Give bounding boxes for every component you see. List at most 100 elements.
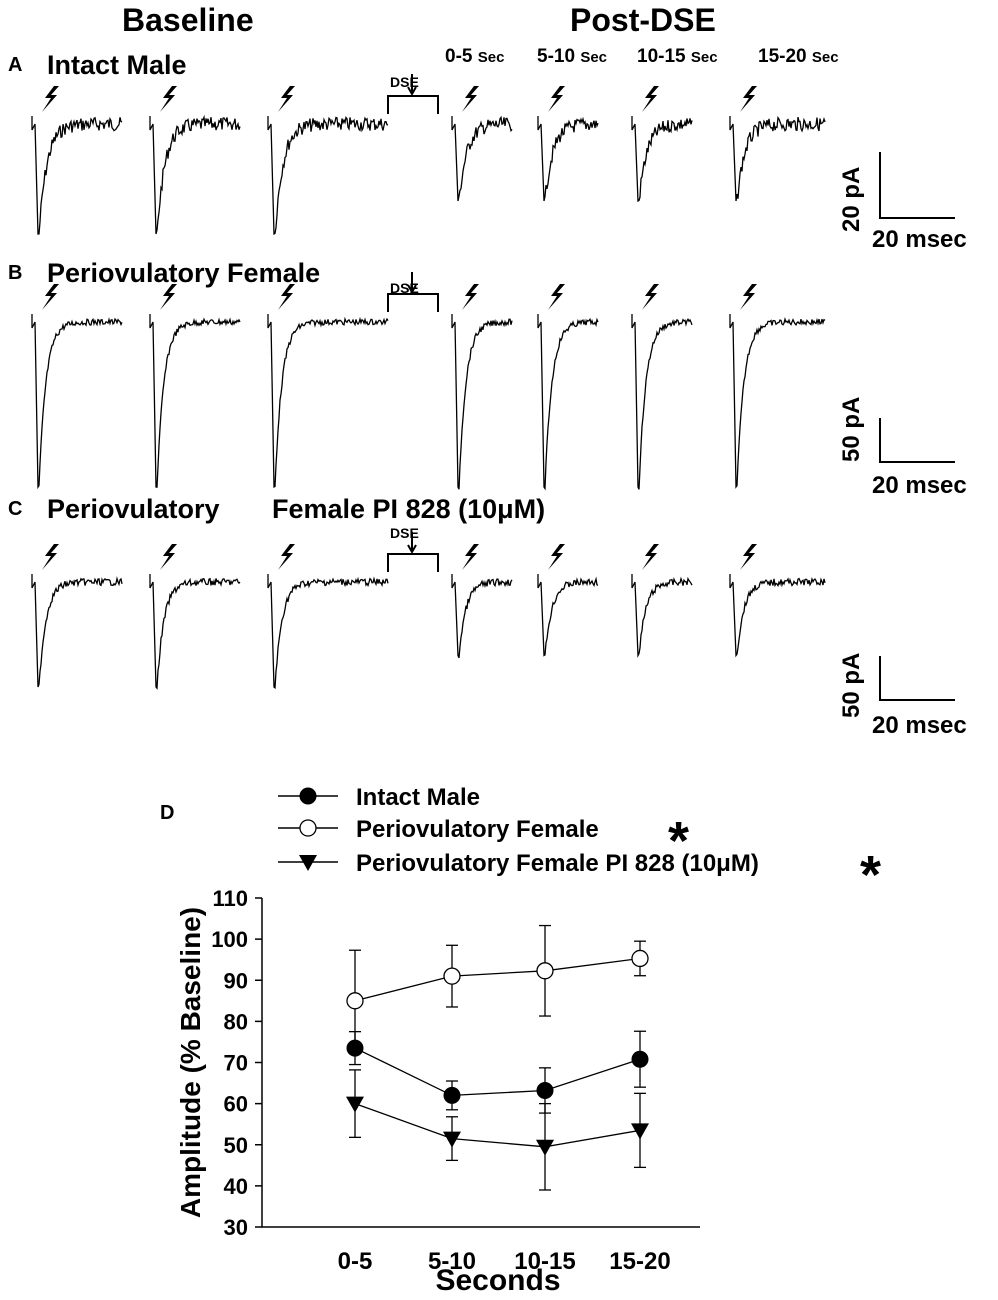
dse-arrow-icon: [407, 272, 417, 295]
y-tick-label: 40: [224, 1174, 248, 1199]
series-line: [354, 957, 641, 1002]
panel-b-letter: B: [8, 262, 23, 284]
data-point: [443, 1131, 461, 1148]
x-tick-label: 10-15: [514, 1248, 575, 1275]
scale-bar-1: [879, 152, 955, 219]
legend-marker: [299, 855, 317, 871]
trace-row2-4: [451, 314, 513, 490]
panel-d-letter: D: [160, 802, 175, 824]
y-tick-label: 80: [224, 1009, 248, 1034]
legend-label-periovulatory-female: Periovulatory Female: [356, 816, 599, 843]
y-tick-label: 50: [224, 1133, 248, 1158]
trace-row2-1: [31, 314, 123, 490]
dse-step-marker: [387, 553, 439, 572]
panel-b-scale-x: 20 msec: [872, 472, 967, 499]
stimulus-bolt-icon: [740, 284, 757, 310]
baseline-header: Baseline: [122, 2, 254, 38]
trace-row3-5: [537, 574, 599, 657]
legend-label-intact-male: Intact Male: [356, 784, 481, 811]
x-tick-label: 0-5: [338, 1248, 373, 1275]
y-tick-label: 110: [213, 886, 249, 911]
data-point: [536, 962, 554, 980]
x-tick-label: 5-10: [428, 1248, 476, 1275]
stimulus-bolt-icon: [278, 86, 295, 112]
trace-row3-4: [451, 574, 513, 659]
legend-marker: [299, 787, 317, 805]
scale-bar-3: [879, 656, 955, 701]
stimulus-bolt-icon: [462, 544, 479, 570]
stimulus-bolt-icon: [278, 544, 295, 570]
stimulus-bolt-icon: [160, 544, 177, 570]
legend-marker: [299, 819, 317, 837]
trace-row1-1: [31, 116, 123, 235]
stimulus-bolt-icon: [740, 544, 757, 570]
trace-row2-7: [729, 314, 826, 489]
scale-bar-2: [879, 418, 955, 463]
series-1: [346, 1030, 649, 1114]
window-label-1: 5-10 Sec: [537, 46, 608, 67]
trace-row3-6: [631, 574, 693, 658]
stimulus-bolt-icon: [642, 86, 659, 112]
stimulus-bolt-icon: [462, 86, 479, 112]
trace-row1-3: [267, 115, 389, 236]
window-label-0: 0-5 Sec: [445, 46, 505, 67]
series-3: [346, 1069, 649, 1191]
data-point: [631, 1123, 649, 1140]
data-point: [346, 1096, 364, 1113]
dse-step-marker: [387, 95, 439, 114]
trace-row3-3: [267, 574, 389, 690]
stimulus-bolt-icon: [642, 284, 659, 310]
y-tick-label: 70: [224, 1051, 248, 1076]
stimulus-bolt-icon: [160, 284, 177, 310]
stimulus-bolt-icon: [42, 284, 59, 310]
legend-star-periovulatory-female: *: [668, 811, 690, 871]
stimulus-bolt-icon: [278, 284, 295, 310]
panel-b-scale-y: 50 pA: [838, 396, 865, 462]
series-line: [354, 1102, 641, 1148]
x-axis-label: Seconds: [435, 1264, 560, 1297]
window-label-2: 10-15 Sec: [637, 46, 718, 67]
data-point: [346, 992, 364, 1010]
legend-star-pi828: *: [860, 845, 882, 905]
y-tick-label: 90: [224, 968, 248, 993]
trace-row3-1: [31, 574, 123, 688]
panel-c-title-part2: Female PI 828 (10μM): [272, 494, 546, 524]
dse-step-marker: [387, 293, 439, 312]
post-dse-header: Post-DSE: [570, 2, 716, 38]
panel-c-scale-y: 50 pA: [838, 652, 865, 718]
trace-row3-7: [729, 574, 826, 658]
series-line: [354, 1047, 641, 1097]
stimulus-bolt-icon: [548, 284, 565, 310]
data-point: [631, 949, 649, 968]
stimulus-bolt-icon: [740, 86, 757, 112]
panel-a-scale-y: 20 pA: [838, 166, 865, 232]
panel-c-letter: C: [8, 498, 23, 520]
trace-row2-5: [537, 314, 599, 491]
trace-row1-7: [729, 115, 826, 202]
stimulus-bolt-icon: [642, 544, 659, 570]
trace-row1-6: [631, 116, 693, 203]
stimulus-bolt-icon: [42, 86, 59, 112]
dse-arrow-icon: [407, 532, 417, 555]
panel-c-scale-x: 20 msec: [872, 712, 967, 739]
y-tick-label: 60: [224, 1092, 248, 1117]
trace-row2-6: [631, 314, 693, 490]
panel-a-letter: A: [8, 54, 23, 76]
trace-row2-2: [149, 314, 241, 488]
panel-a-scale-x: 20 msec: [872, 226, 967, 253]
y-axis-label: Amplitude (% Baseline): [175, 907, 206, 1218]
panel-b-title: Periovulatory Female: [47, 258, 321, 288]
legend-label-pi828: Periovulatory Female PI 828 (10μM): [356, 850, 759, 877]
y-tick-label: 100: [211, 927, 248, 952]
data-point: [443, 1086, 461, 1104]
dse-arrow-icon: [407, 74, 417, 97]
trace-row1-4: [451, 115, 513, 202]
data-point: [631, 1050, 649, 1068]
trace-row2-3: [267, 314, 389, 489]
trace-row1-2: [149, 114, 241, 235]
stimulus-bolt-icon: [160, 86, 177, 112]
window-label-3: 15-20 Sec: [758, 46, 839, 67]
stimulus-bolt-icon: [548, 86, 565, 112]
trace-row3-2: [149, 574, 241, 690]
traces-svg: [31, 74, 955, 701]
